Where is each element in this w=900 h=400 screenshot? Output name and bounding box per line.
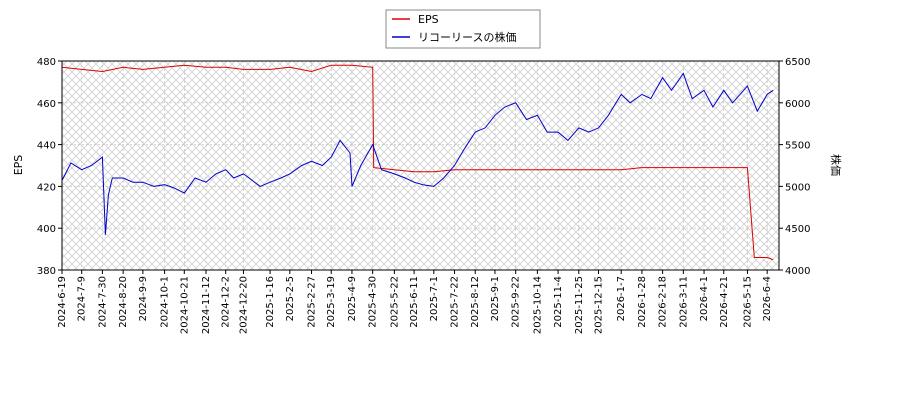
x-tick-label: 2025-9-22 — [511, 276, 522, 328]
x-tick-label: 2025-4-9 — [347, 276, 358, 321]
y-axis-left-title: EPS — [12, 155, 25, 176]
x-tick-label: 2025-5-22 — [389, 276, 400, 328]
x-tick-label: 2025-10-14 — [532, 276, 543, 334]
x-tick-label: 2025-9-1 — [490, 276, 501, 321]
x-tick-label: 2024-10-1 — [160, 276, 171, 328]
x-tick-label: 2026-5-15 — [742, 276, 753, 328]
x-tick-label: 2025-2-27 — [307, 276, 318, 328]
y-right-tick-label: 5500 — [785, 141, 810, 152]
y-right-tick-label: 4500 — [785, 224, 810, 235]
x-tick-label: 2024-10-21 — [179, 276, 190, 334]
x-tick-label: 2024-11-12 — [201, 276, 212, 334]
eps-line — [62, 64, 774, 261]
x-tick-label: 2024-7-30 — [97, 276, 108, 328]
plot-frame — [61, 60, 780, 271]
y-left-tick-label: 480 — [37, 57, 56, 68]
y-left-tick-label: 440 — [37, 141, 56, 152]
legend: EPS リコーリースの株価 — [385, 9, 541, 49]
y-axis-right-title: 株価 — [829, 154, 843, 176]
x-tick-label: 2024-6-19 — [57, 276, 68, 328]
x-tick-label: 2025-11-25 — [574, 276, 585, 334]
legend-label-price: リコーリースの株価 — [418, 30, 516, 44]
x-tick-label: 2026-4-21 — [719, 276, 730, 328]
x-tick-label: 2024-12-20 — [238, 276, 249, 334]
x-tick-label: 2025-7-1 — [429, 276, 440, 321]
y-right-tick-label: 6500 — [785, 57, 810, 68]
plot-area — [62, 61, 779, 270]
y-left-tick-label: 400 — [37, 224, 56, 235]
series-layer — [62, 64, 774, 261]
x-tick-label: 2025-12-15 — [594, 276, 605, 334]
legend-label-eps: EPS — [418, 13, 439, 26]
x-tick-label: 2025-2-5 — [285, 276, 296, 321]
y-left-tick-label: 420 — [37, 182, 56, 193]
y-axis-right: 4000 4500 5000 5500 6000 6500 — [779, 57, 810, 277]
y-right-tick-label: 6000 — [785, 99, 810, 110]
x-tick-label: 2025-4-30 — [368, 276, 379, 328]
x-axis: 2024-6-19 2024-7-9 2024-7-30 2024-8-20 2024-… — [57, 270, 773, 334]
y-axis-left: 380 400 420 440 460 480 — [37, 57, 62, 277]
x-tick-label: 2025-3-19 — [326, 276, 337, 328]
x-tick-label: 2026-3-11 — [678, 276, 689, 328]
x-tick-label: 2025-1-16 — [265, 276, 276, 328]
stock-price-line — [62, 72, 774, 235]
y-right-tick-label: 5000 — [785, 182, 810, 193]
x-tick-label: 2024-9-9 — [138, 276, 149, 321]
x-tick-label: 2026-6-4 — [762, 276, 773, 321]
x-tick-label: 2025-11-4 — [553, 276, 564, 328]
y-right-tick-label: 4000 — [785, 266, 810, 277]
x-tick-label: 2024-12-2 — [221, 276, 232, 328]
x-tick-label: 2024-8-20 — [118, 276, 129, 328]
x-tick-label: 2026-4-1 — [699, 276, 710, 321]
legend-box — [385, 9, 541, 49]
x-tick-label: 2026-2-18 — [658, 276, 669, 328]
x-tick-label: 2024-7-9 — [77, 276, 88, 321]
x-tick-label: 2026-1-7 — [616, 276, 627, 321]
x-tick-label: 2025-7-22 — [450, 276, 461, 328]
x-tick-label: 2026-1-28 — [637, 276, 648, 328]
y-left-tick-label: 380 — [37, 266, 56, 277]
y-left-tick-label: 460 — [37, 99, 56, 110]
x-tick-label: 2025-8-12 — [470, 276, 481, 328]
x-tick-label: 2025-6-11 — [409, 276, 420, 328]
